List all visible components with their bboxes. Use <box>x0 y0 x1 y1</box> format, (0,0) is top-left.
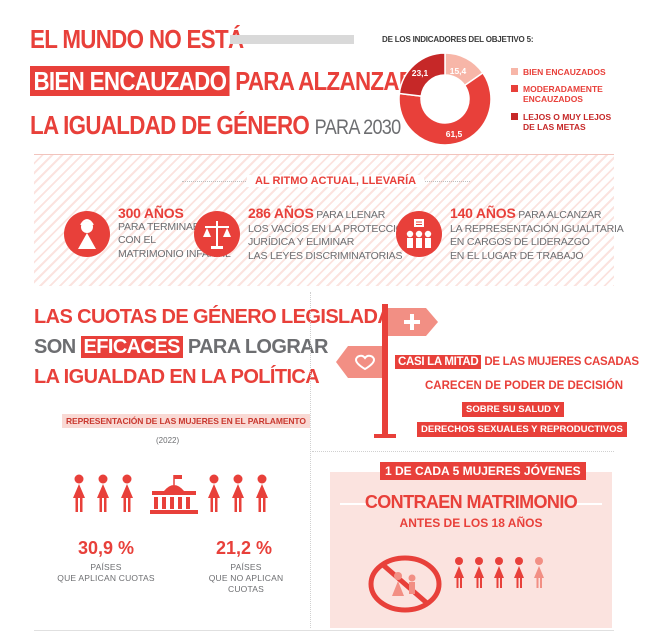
caption-line: PAÍSES <box>230 562 262 572</box>
married-rest: DE LAS MUJERES CASADAS <box>484 356 639 368</box>
donut-label-lejos: 23,1 <box>412 68 429 78</box>
quota-title-line-1: LAS CUOTAS DE GÉNERO LEGISLADAS <box>34 306 405 328</box>
headline-highlight: BIEN ENCAUZADO <box>30 66 230 96</box>
stat-line: LA REPRESENTACIÓN IGUALITARIA <box>450 222 624 235</box>
donut-chart: 15,4 61,5 23,1 <box>398 52 492 146</box>
woman-icon <box>121 474 133 512</box>
band-title-row: AL RITMO ACTUAL, LLEVARÍA <box>34 175 614 189</box>
legend-text-bien: BIEN ENCAUZADOS <box>523 67 606 77</box>
caption-with-quotas: PAÍSES QUE APLICAN CUOTAS <box>56 562 156 584</box>
quota-post: PARA LOGRAR <box>187 336 329 358</box>
legend-swatch-bien <box>511 68 518 75</box>
group-icon <box>396 211 442 257</box>
horizontal-divider <box>312 451 614 452</box>
stat-line: LAS LEYES DISCRIMINATORIAS <box>248 249 403 262</box>
no-child-marriage-icon <box>368 555 442 613</box>
women-icons-left <box>73 474 133 512</box>
stat-line: CON EL <box>118 234 156 246</box>
headline-line-2: BIEN ENCAUZADO PARA ALZANZAR <box>30 66 415 96</box>
caption-line: PAÍSES <box>90 562 122 572</box>
married-line-3: SOBRE SU SALUD Y <box>462 402 564 417</box>
donut-slice-lejos <box>398 52 446 97</box>
child-marriage-line-2: CONTRAEN MATRIMONIO <box>364 492 578 512</box>
headline-line-3-main: LA IGUALDAD DE GÉNERO <box>30 110 310 140</box>
headline-decor-bar <box>230 35 354 44</box>
caption-line: QUE APLICAN CUOTAS <box>57 573 155 583</box>
signpost-icon <box>336 304 438 438</box>
donut-slice-moderado <box>398 71 492 146</box>
girl-icon <box>514 557 524 588</box>
stat-text-3: 140 AÑOS PARA ALCANZAR LA REPRESENTACIÓN… <box>450 205 624 263</box>
pct-without-quotas: 21,2 % <box>216 538 273 558</box>
parliament-label: REPRESENTACIÓN DE LAS MUJERES EN EL PARL… <box>62 414 310 428</box>
girls-icons <box>454 557 544 588</box>
stat-years-3: 140 AÑOS <box>450 205 516 221</box>
caption-line: QUE NO APLICAN CUOTAS <box>208 573 284 594</box>
stat-years-1: 300 AÑOS <box>118 205 184 221</box>
headline-line-1: EL MUNDO NO ESTÁ <box>30 24 244 54</box>
vertical-divider <box>310 292 311 628</box>
decor-rule <box>340 503 366 505</box>
headline-line-2-rest: PARA ALZANZAR <box>235 66 415 96</box>
band-title: AL RITMO ACTUAL, LLEVARÍA <box>247 175 425 187</box>
girl-icon <box>454 557 464 588</box>
quota-title-line-2: SON EFICACES PARA LOGRAR <box>34 332 328 362</box>
pct-with-quotas: 30,9 % <box>78 538 135 558</box>
stat-line: PARA ALCANZAR <box>518 209 602 221</box>
heart-icon <box>354 354 376 371</box>
married-line-4: DERECHOS SEXUALES Y REPRODUCTIVOS <box>417 422 627 437</box>
stat-line: PARA TERMINAR <box>118 220 201 233</box>
stat-line: LOS VACÍOS EN LA PROTECCIÓN <box>248 222 412 235</box>
header-section: EL MUNDO NO ESTÁ BIEN ENCAUZADO PARA ALZ… <box>0 0 647 150</box>
bottom-rule <box>34 630 614 631</box>
caption-without-quotas: PAÍSES QUE NO APLICAN CUOTAS <box>190 562 302 595</box>
legend-text-lejos: LEJOS O MUY LEJOS DE LAS METAS <box>523 112 612 132</box>
scales-icon <box>194 211 240 257</box>
woman-icon <box>97 474 109 512</box>
child-marriage-line-1: 1 DE CADA 5 MUJERES JÓVENES <box>380 462 586 480</box>
parliament-year: (2022) <box>156 436 180 445</box>
stat-years-2: 286 AÑOS <box>248 205 314 221</box>
donut-label-bien: 15,4 <box>450 66 467 76</box>
stat-text-2: 286 AÑOS PARA LLENAR LOS VACÍOS EN LA PR… <box>248 205 412 263</box>
stat-line: EN CARGOS DE LIDERAZGO <box>450 236 590 248</box>
quota-highlight: EFICACES <box>80 336 183 358</box>
headline-line-3-small: PARA 2030 <box>314 116 402 139</box>
parliament-icon <box>150 475 198 514</box>
legend-item-bien: BIEN ENCAUZADOS <box>511 67 621 77</box>
married-highlight: CASI LA MITAD <box>395 355 482 369</box>
donut-caption: DE LOS INDICADORES DEL OBJETIVO 5: <box>382 35 534 44</box>
legend-text-moderado: MODERADAMENTE ENCAUZADOS <box>523 84 603 104</box>
quota-title-line-3: LA IGUALDAD EN LA POLÍTICA <box>34 366 320 388</box>
quota-pre: SON <box>34 336 76 358</box>
donut-label-moderado: 61,5 <box>446 129 463 139</box>
girl-icon <box>474 557 484 588</box>
woman-icon <box>232 474 244 512</box>
headline-line-3: LA IGUALDAD DE GÉNERO PARA 2030 <box>30 110 401 143</box>
legend-swatch-lejos <box>511 113 518 120</box>
married-line-1: CASI LA MITAD DE LAS MUJERES CASADAS <box>395 355 639 369</box>
decor-rule <box>576 503 602 505</box>
stat-line: JURÍDICA Y ELIMINAR <box>248 236 355 248</box>
child-marriage-line-3: ANTES DE LOS 18 AÑOS <box>399 516 543 530</box>
stat-line: EN EL LUGAR DE TRABAJO <box>450 249 584 262</box>
woman-icon <box>208 474 220 512</box>
stat-line: PARA LLENAR <box>316 209 386 221</box>
girl-icon <box>494 557 504 588</box>
woman-icon <box>73 474 85 512</box>
women-icons-right <box>208 474 268 512</box>
legend-item-moderado: MODERADAMENTE ENCAUZADOS <box>511 84 621 104</box>
health-cross-icon <box>404 314 420 330</box>
legend-swatch-moderado <box>511 85 518 92</box>
woman-icon <box>256 474 268 512</box>
girl-icon-highlighted <box>534 557 544 588</box>
married-line-2: CARECEN DE PODER DE DECISIÓN <box>425 380 624 392</box>
time-band: AL RITMO ACTUAL, LLEVARÍA 300 AÑOS PARA … <box>34 154 624 286</box>
legend-item-lejos: LEJOS O MUY LEJOS DE LAS METAS <box>511 112 621 132</box>
quota-title: LAS CUOTAS DE GÉNERO LEGISLADAS SON EFIC… <box>34 302 405 392</box>
bride-icon <box>64 211 110 257</box>
